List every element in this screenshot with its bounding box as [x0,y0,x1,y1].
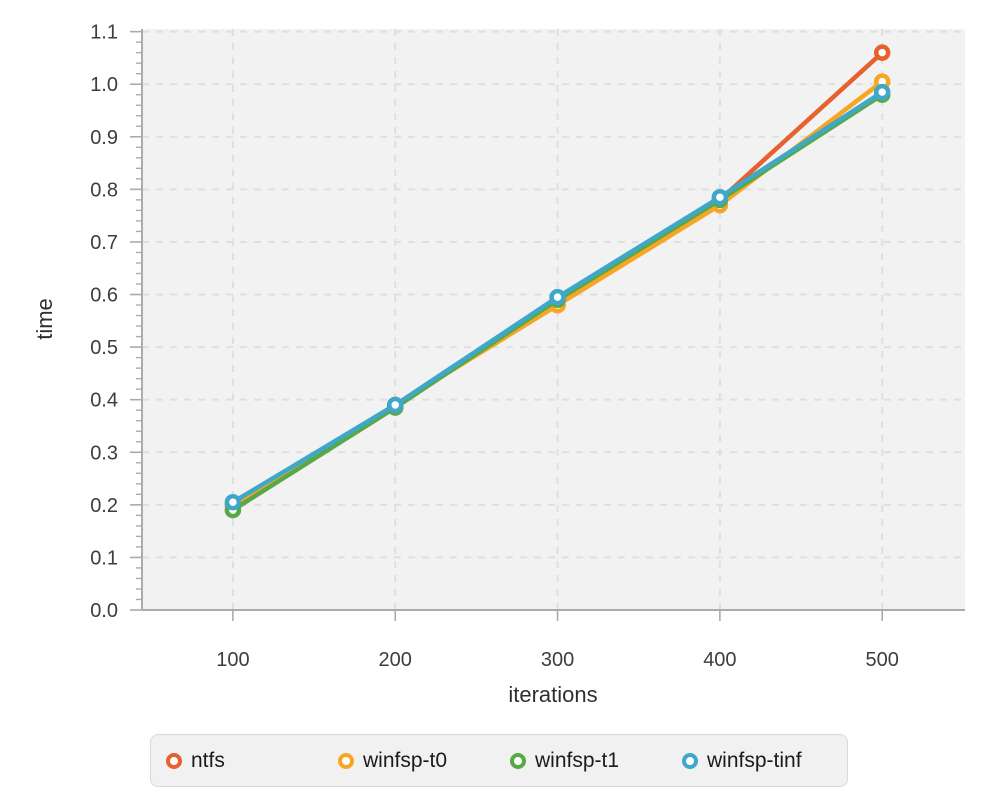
legend-item-winfsp-t1[interactable]: winfsp-t1 [510,750,682,771]
data-point-marker [386,396,404,414]
axis-lines [141,29,965,611]
y-tick-label: 1.1 [90,22,118,44]
legend-marker-icon [510,752,526,769]
legend-item-label: winfsp-tinf [707,749,802,772]
data-point-marker [873,44,891,61]
legend-item-label: winfsp-t0 [363,749,448,772]
y-axis-title: time [32,298,57,340]
gridlines [142,29,965,610]
data-point-marker [873,83,891,101]
y-tick-label: 0.5 [90,337,118,359]
legend: ntfs winfsp-t0 winfsp-t1 winfsp-tinf [150,734,848,787]
legend-item-label: winfsp-t1 [535,749,620,772]
y-tick-label: 0.2 [90,495,118,517]
legend-item-ntfs[interactable]: ntfs [166,750,338,771]
legend-item-label: ntfs [191,749,225,772]
x-tick-label: 400 [703,649,736,671]
legend-item-winfsp-tinf[interactable]: winfsp-tinf [682,750,802,771]
tick-labels: 0.0 0.1 0.2 0.3 0.4 0.5 0.6 0.7 0.8 0.9 1.0 1.1 100 2… [90,22,899,671]
x-tick-label: 500 [866,649,899,671]
legend-item-winfsp-t0[interactable]: winfsp-t0 [338,750,510,771]
x-tick-label: 100 [216,649,249,671]
x-axis-title: iterations [508,682,597,707]
legend-marker-icon [682,752,698,769]
y-tick-label: 0.1 [90,547,118,569]
y-tick-label: 0.4 [90,390,118,412]
data-point-marker [224,493,242,511]
y-tick-label: 0.9 [90,127,118,149]
y-tick-label: 0.8 [90,179,118,201]
data-point-marker [549,288,566,306]
y-tick-label: 1.0 [90,74,118,96]
x-tick-label: 300 [541,649,574,671]
legend-marker-icon [166,752,182,769]
plot-area: 0.0 0.1 0.2 0.3 0.4 0.5 0.6 0.7 0.8 0.9 1.0 1.1 100 2… [90,22,965,671]
y-tick-label: 0.7 [90,232,118,254]
y-tick-label: 0.6 [90,285,118,307]
series-winfsp-tinf [224,83,891,511]
legend-marker-icon [338,752,354,769]
x-tick-label: 200 [379,649,412,671]
y-tick-label: 0.3 [90,442,118,464]
y-tick-label: 0.0 [90,600,118,622]
data-point-marker [711,189,729,206]
